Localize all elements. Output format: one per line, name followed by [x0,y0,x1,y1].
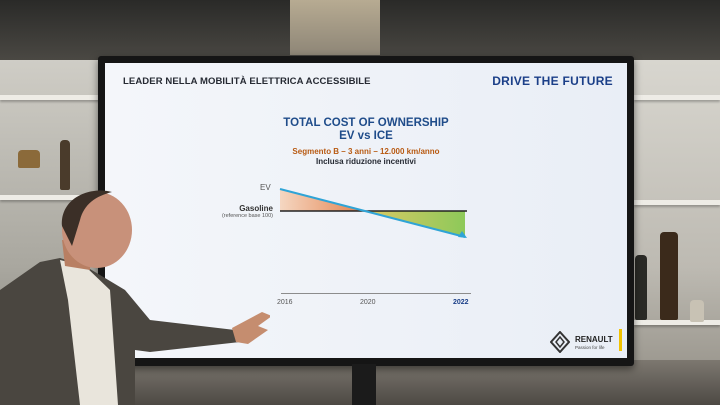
gasoline-label: Gasoline [239,204,273,213]
drive-the-future-logo: DRIVE THE FUTURE [492,74,613,88]
tick-2016: 2016 [277,299,293,306]
title-line-2: EV vs ICE [339,130,393,142]
presenter [0,190,270,405]
shelf [634,200,720,205]
presentation-slide: LEADER NELLA MOBILITÀ ELETTRICA ACCESSIB… [105,63,627,358]
timeline-axis [281,293,471,294]
wine-bottle [690,300,704,322]
presenter-shirt [60,260,118,405]
tick-2020: 2020 [360,299,376,306]
ev-arrow-head [458,231,467,238]
presenter-jacket [0,258,240,405]
vase [60,140,70,190]
ev-line [279,188,466,238]
tv-display: LEADER NELLA MOBILITÀ ELETTRICA ACCESSIB… [98,56,634,366]
tco-chart [279,188,467,238]
wine-bottle [660,232,678,320]
vase [18,150,40,168]
subtitle-line-1: Segmento B – 3 anni – 12.000 km/anno [292,147,440,156]
gasoline-note: (reference base 100) [221,213,273,219]
renault-tagline: Passion for life [575,345,605,350]
title-line-1: TOTAL COST OF OWNERSHIP [283,117,449,129]
slide-header: LEADER NELLA MOBILITÀ ELETTRICA ACCESSIB… [123,76,371,87]
tv-stand [352,364,376,405]
shelf [0,95,100,100]
shelf [0,195,100,200]
slide-subtitle: Segmento B – 3 anni – 12.000 km/anno Inc… [105,147,627,167]
shelf [634,320,720,325]
presenter-hair [61,190,112,246]
tick-2022: 2022 [453,299,469,306]
ceiling-light [290,0,380,55]
renault-diamond-icon [550,331,570,353]
presenter-hand [232,312,270,344]
shelf [634,95,720,100]
slide-title: TOTAL COST OF OWNERSHIP EV vs ICE [105,117,627,143]
ev-label: EV [260,183,271,192]
wine-bottle [635,255,647,320]
renault-yellow-bar [619,329,622,351]
renault-wordmark: RENAULT [575,335,613,344]
subtitle-line-2: Inclusa riduzione incentivi [315,157,417,166]
